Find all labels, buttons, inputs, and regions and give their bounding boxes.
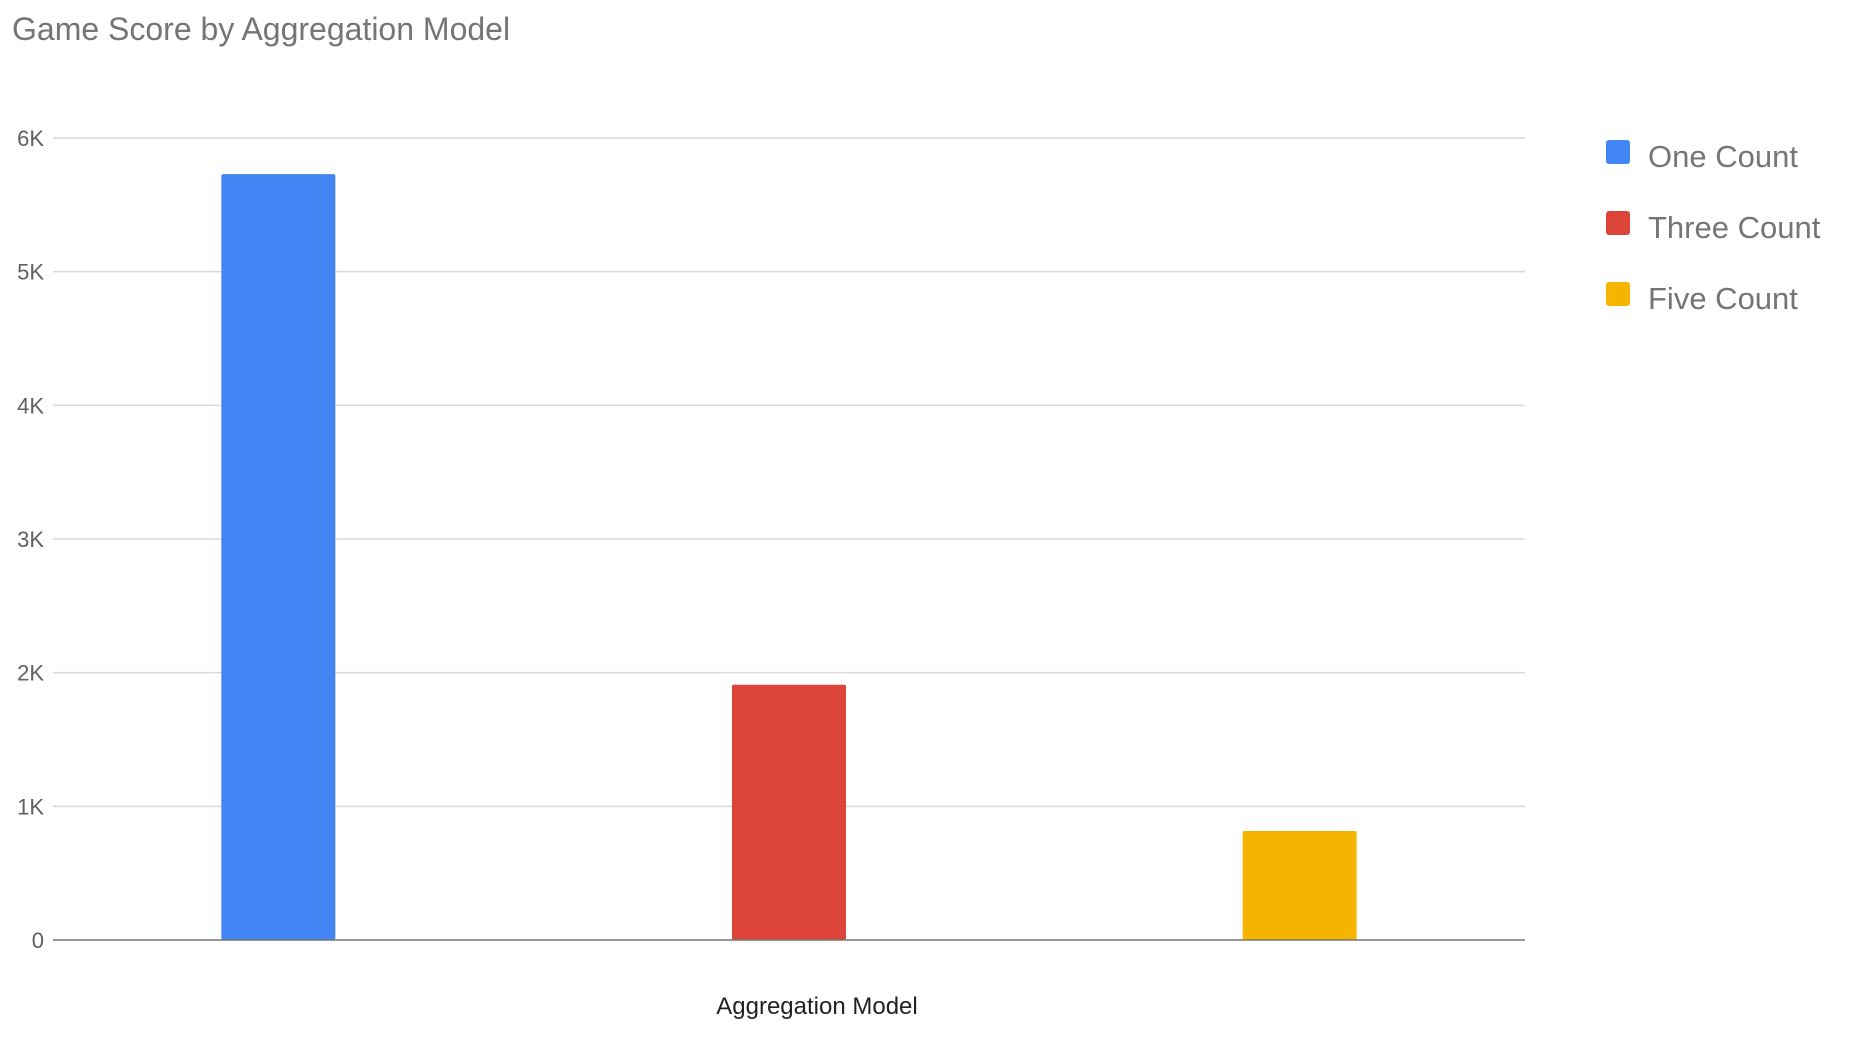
- y-tick-label: 5K: [17, 260, 44, 285]
- y-tick-label: 1K: [17, 794, 44, 819]
- legend-swatch: [1606, 282, 1630, 306]
- legend-swatch: [1606, 140, 1630, 164]
- bar-one-count[interactable]: [221, 174, 336, 941]
- y-axis-ticks: 0 1K 2K 3K 4K 5K 6K: [17, 126, 44, 953]
- legend: One Count Three Count Five Count: [1606, 139, 1821, 316]
- chart-title: Game Score by Aggregation Model: [12, 11, 510, 47]
- legend-label: One Count: [1648, 139, 1798, 174]
- x-axis-label: Aggregation Model: [716, 993, 917, 1020]
- bars: [221, 174, 1357, 941]
- legend-swatch: [1606, 211, 1630, 235]
- bar-three-count[interactable]: [732, 684, 846, 940]
- bar-five-count[interactable]: [1242, 831, 1357, 940]
- legend-label: Three Count: [1648, 210, 1821, 245]
- y-tick-label: 4K: [17, 393, 44, 418]
- y-tick-label: 3K: [17, 527, 44, 552]
- y-tick-label: 2K: [17, 661, 44, 686]
- y-tick-label: 6K: [17, 126, 44, 151]
- legend-label: Five Count: [1648, 281, 1798, 316]
- y-tick-label: 0: [32, 928, 44, 953]
